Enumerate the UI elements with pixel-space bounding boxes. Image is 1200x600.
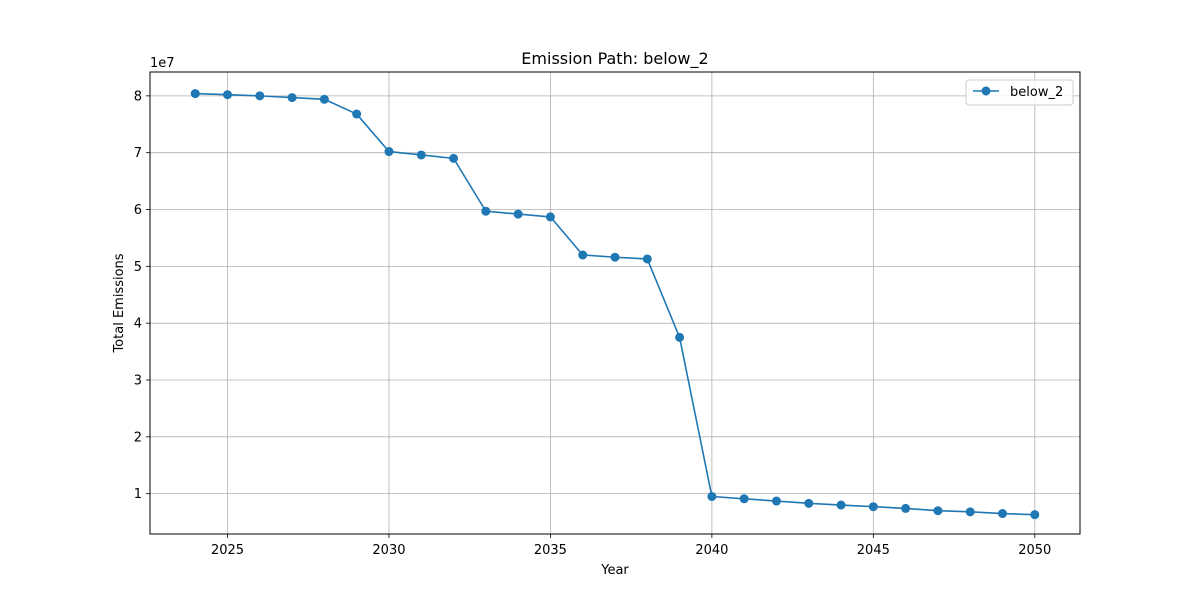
data-point bbox=[804, 498, 814, 508]
data-point bbox=[481, 206, 491, 216]
legend: below_2 bbox=[965, 79, 1074, 106]
data-point bbox=[610, 252, 620, 262]
x-tick-label: 2025 bbox=[211, 543, 244, 558]
data-point bbox=[190, 89, 200, 99]
chart-title: Emission Path: below_2 bbox=[521, 49, 708, 69]
data-point bbox=[287, 93, 297, 103]
data-point bbox=[513, 209, 523, 219]
legend-label: below_2 bbox=[1010, 85, 1063, 100]
y-tick-label: 8 bbox=[134, 89, 142, 104]
y-tick-label: 1 bbox=[134, 487, 142, 502]
legend-marker bbox=[981, 86, 991, 96]
data-point bbox=[1030, 510, 1040, 520]
data-point bbox=[868, 502, 878, 512]
data-point bbox=[642, 254, 652, 264]
y-tick-label: 2 bbox=[134, 430, 142, 445]
y-tick-label: 6 bbox=[134, 203, 142, 218]
data-point bbox=[384, 147, 394, 157]
y-tick-label: 7 bbox=[134, 146, 142, 161]
data-point bbox=[965, 507, 975, 517]
data-point bbox=[998, 509, 1007, 519]
y-tick-label: 4 bbox=[134, 317, 142, 332]
x-axis-label: Year bbox=[600, 563, 629, 578]
y-tick-label: 5 bbox=[134, 260, 142, 275]
data-point bbox=[739, 494, 749, 504]
data-point bbox=[223, 90, 232, 100]
data-point bbox=[901, 503, 911, 513]
x-tick-label: 2050 bbox=[1018, 543, 1051, 558]
y-offset-label: 1e7 bbox=[150, 56, 175, 71]
data-point bbox=[449, 153, 459, 163]
plot-frame bbox=[149, 71, 1081, 535]
data-point bbox=[578, 250, 588, 260]
data-point bbox=[675, 332, 685, 342]
data-point bbox=[255, 91, 265, 101]
data-point bbox=[352, 109, 362, 119]
data-point bbox=[545, 212, 555, 222]
data-point bbox=[836, 500, 846, 510]
x-tick-label: 2040 bbox=[695, 543, 728, 558]
y-axis-label: Total Emissions bbox=[112, 253, 127, 353]
legend-box bbox=[965, 79, 1074, 106]
data-point bbox=[319, 94, 329, 104]
x-tick-label: 2035 bbox=[534, 543, 567, 558]
axis-ticks: 2025 2030 2035 2040 2045 2050 1 2 3 4 5 6 7 8 bbox=[134, 89, 1052, 558]
data-point bbox=[707, 491, 717, 501]
y-tick-label: 3 bbox=[134, 374, 142, 389]
series-layer bbox=[190, 89, 1040, 520]
x-tick-label: 2030 bbox=[372, 543, 405, 558]
data-point bbox=[416, 150, 426, 160]
grid bbox=[150, 72, 1080, 534]
data-point bbox=[771, 496, 781, 506]
x-tick-label: 2045 bbox=[857, 543, 890, 558]
data-point bbox=[933, 506, 943, 516]
